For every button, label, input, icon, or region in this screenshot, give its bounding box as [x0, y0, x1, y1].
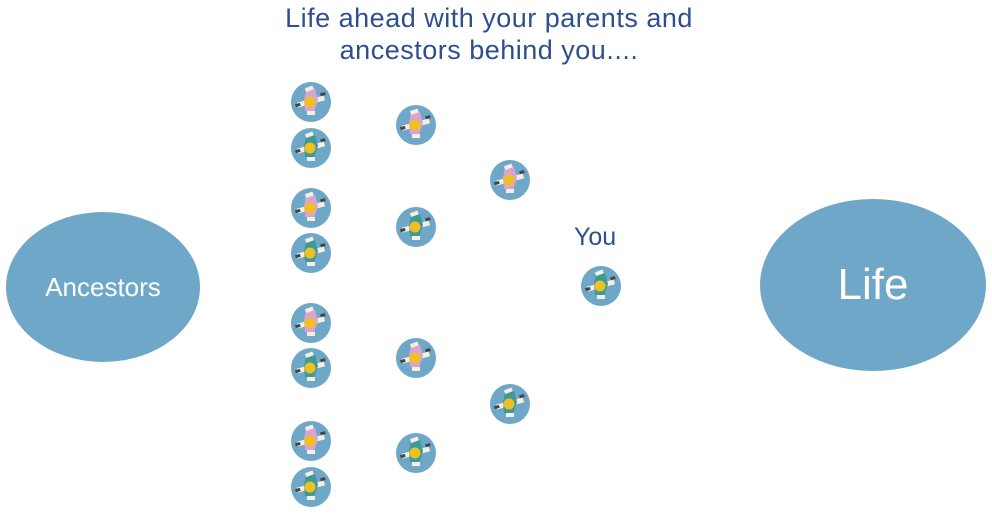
diagram-title: Life ahead with your parents and ancesto… — [0, 2, 978, 66]
female-figure-icon — [295, 306, 326, 336]
ancestors-label: Ancestors — [45, 271, 161, 302]
person-node — [291, 467, 331, 507]
male-figure-icon — [295, 470, 326, 500]
person-node — [291, 188, 331, 228]
male-figure-icon — [400, 436, 431, 466]
life-ellipse: Life — [760, 199, 986, 371]
female-figure-icon — [400, 108, 431, 138]
person-node — [291, 421, 331, 461]
person-node — [291, 233, 331, 273]
person-node — [291, 128, 331, 168]
male-figure-icon — [295, 236, 326, 266]
person-node — [490, 384, 530, 424]
male-figure-icon — [295, 351, 326, 381]
title-line-1: Life ahead with your parents and — [285, 3, 693, 33]
person-node — [396, 207, 436, 247]
male-figure-icon — [585, 269, 616, 299]
male-figure-icon — [494, 387, 525, 417]
female-figure-icon — [295, 85, 326, 115]
person-node — [581, 266, 621, 306]
life-label: Life — [837, 260, 909, 309]
person-node — [291, 348, 331, 388]
title-line-2: ancestors behind you.... — [339, 35, 639, 65]
female-figure-icon — [400, 341, 431, 371]
female-figure-icon — [295, 424, 326, 454]
male-figure-icon — [295, 131, 326, 161]
female-figure-icon — [494, 163, 525, 193]
you-label: You — [574, 223, 617, 251]
female-figure-icon — [295, 191, 326, 221]
person-node — [396, 433, 436, 473]
male-figure-icon — [400, 210, 431, 240]
person-node — [490, 160, 530, 200]
person-node — [396, 338, 436, 378]
ancestors-ellipse: Ancestors — [6, 212, 200, 362]
person-node — [291, 303, 331, 343]
person-node — [396, 105, 436, 145]
person-node — [291, 82, 331, 122]
